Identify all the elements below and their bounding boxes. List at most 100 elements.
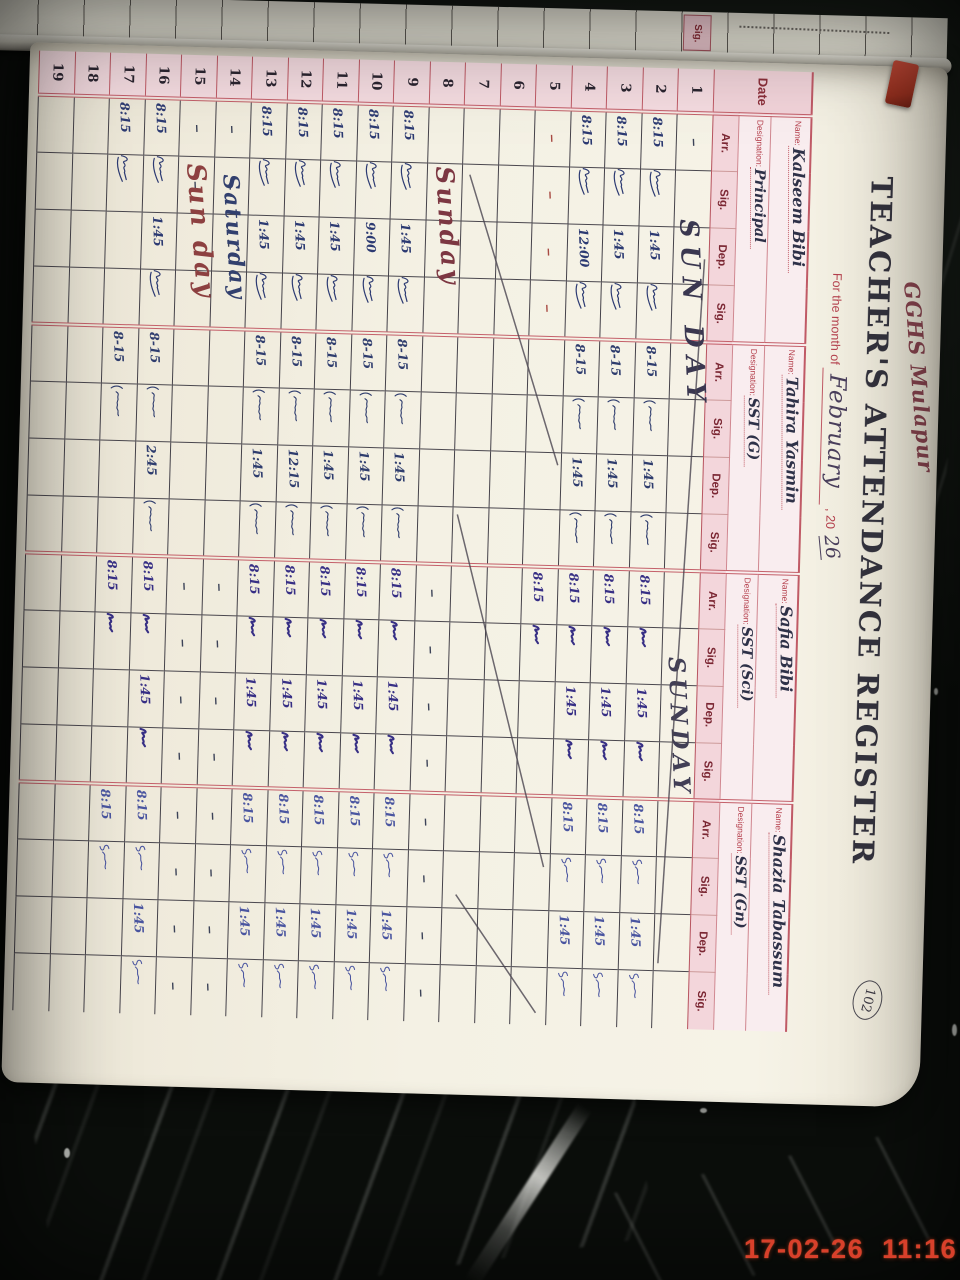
attendance-cell	[514, 795, 553, 854]
attendance-cell: 8-15	[314, 331, 352, 390]
dash-mark: –	[221, 238, 239, 248]
col-header-arr: Arr.	[698, 571, 727, 630]
signature-entry	[329, 160, 346, 218]
attendance-cell	[348, 389, 386, 448]
col-header-sig: Sig.	[706, 285, 735, 344]
signature-entry	[97, 841, 114, 898]
attendance-cell: 8:15	[621, 798, 659, 857]
signature-entry	[574, 282, 591, 337]
signature-mark	[557, 971, 569, 997]
signature-entry	[377, 964, 394, 1021]
time-entry: 8:15	[388, 567, 405, 599]
designation-label: Designation:	[754, 119, 766, 168]
attendance-cell: –	[534, 108, 572, 167]
attendance-cell	[332, 961, 370, 1021]
signature-entry	[245, 616, 262, 673]
time-entry: 1:45	[272, 906, 289, 938]
date-cell: 9	[393, 60, 431, 106]
date-cell: 6	[500, 63, 537, 109]
signature-entry	[271, 961, 288, 1018]
attendance-cell	[355, 160, 393, 219]
time-entry: 8:15	[382, 796, 399, 828]
attendance-cell: 8:15	[343, 561, 381, 620]
teacher-name-value: Kalseem Bibi	[787, 145, 809, 274]
attendance-cell	[390, 161, 428, 220]
attendance-cell	[168, 499, 206, 558]
time-entry: 1:45	[136, 673, 154, 705]
dash-mark: –	[418, 817, 436, 827]
col-header-arr: Arr.	[705, 342, 733, 401]
attendance-cell: –	[155, 957, 193, 1016]
attendance-cell	[100, 382, 138, 441]
attendance-cell: –	[161, 728, 199, 787]
signature-entry	[590, 970, 607, 1027]
signature-entry	[529, 624, 546, 681]
attendance-cell: –	[405, 906, 443, 965]
attendance-cell	[519, 623, 557, 682]
attendance-cell	[616, 969, 654, 1029]
signature-mark	[294, 159, 307, 187]
attendance-cell	[498, 107, 536, 166]
attendance-cell	[171, 384, 209, 443]
time-entry: 8:15	[259, 105, 276, 137]
attendance-cell: –	[529, 280, 567, 339]
attendance-cell	[490, 393, 528, 452]
signature-mark	[131, 959, 143, 985]
attendance-cell: 8:15	[285, 101, 323, 160]
attendance-cell	[622, 740, 661, 800]
col-header-sig: Sig.	[687, 971, 716, 1030]
attendance-cell	[264, 845, 303, 904]
signature-entry	[142, 499, 159, 554]
attendance-cell	[668, 398, 706, 457]
time-entry: 8-15	[643, 345, 660, 378]
attendance-cell	[603, 167, 641, 226]
attendance-cell	[424, 219, 462, 279]
time-entry: 8:15	[401, 109, 418, 141]
attendance-cell	[368, 962, 406, 1022]
dash-mark: –	[223, 181, 240, 191]
attendance-cell	[335, 847, 373, 906]
time-entry: 8:15	[330, 107, 347, 139]
signature-mark	[241, 848, 253, 874]
attendance-cell	[313, 388, 351, 447]
signature-mark	[607, 398, 621, 431]
attendance-cell	[280, 273, 318, 332]
attendance-cell: 1:45	[369, 905, 407, 964]
attendance-cell	[652, 970, 690, 1030]
attendance-cell: 8:15	[356, 103, 394, 162]
attendance-cell	[481, 737, 519, 796]
attendance-cell	[597, 396, 635, 455]
signature-mark	[277, 849, 288, 875]
time-entry: 8:15	[595, 802, 612, 834]
attendance-cell: 8:15	[272, 559, 311, 618]
attendance-cell: 8-15	[350, 332, 388, 391]
time-entry: 8:15	[104, 559, 121, 591]
designation-field-2: Designation:SST (G)	[726, 343, 765, 573]
dash-mark: –	[415, 931, 432, 941]
attendance-cell	[489, 450, 527, 510]
attendance-cell	[416, 506, 454, 565]
name-label: Name:	[779, 578, 791, 604]
marble-glint	[700, 1108, 707, 1113]
attendance-cell: 8:15	[550, 796, 588, 855]
attendance-cell	[55, 725, 93, 784]
signature-entry	[290, 274, 307, 329]
time-entry: 8:15	[566, 572, 583, 604]
attendance-cell: 8:15	[237, 558, 275, 617]
register-page: GGHS Mulapur TEACHER'S ATTENDANCE REGIST…	[1, 42, 949, 1108]
attendance-cell	[666, 455, 704, 515]
attendance-cell	[653, 913, 691, 972]
attendance-cell	[664, 513, 702, 572]
attendance-cell	[477, 851, 515, 910]
signature-entry	[348, 733, 365, 789]
col-header-sig: Sig.	[700, 514, 728, 573]
attendance-cell	[132, 498, 170, 557]
time-entry: 8:15	[117, 101, 134, 134]
designation-field-1: Designation:Principal	[732, 114, 772, 344]
attendance-cell	[300, 846, 338, 905]
signature-mark	[397, 277, 410, 305]
time-entry: 8:15	[98, 788, 115, 820]
signature-mark	[355, 619, 363, 640]
date-cell: 16	[145, 53, 183, 99]
signature-mark	[628, 973, 640, 999]
